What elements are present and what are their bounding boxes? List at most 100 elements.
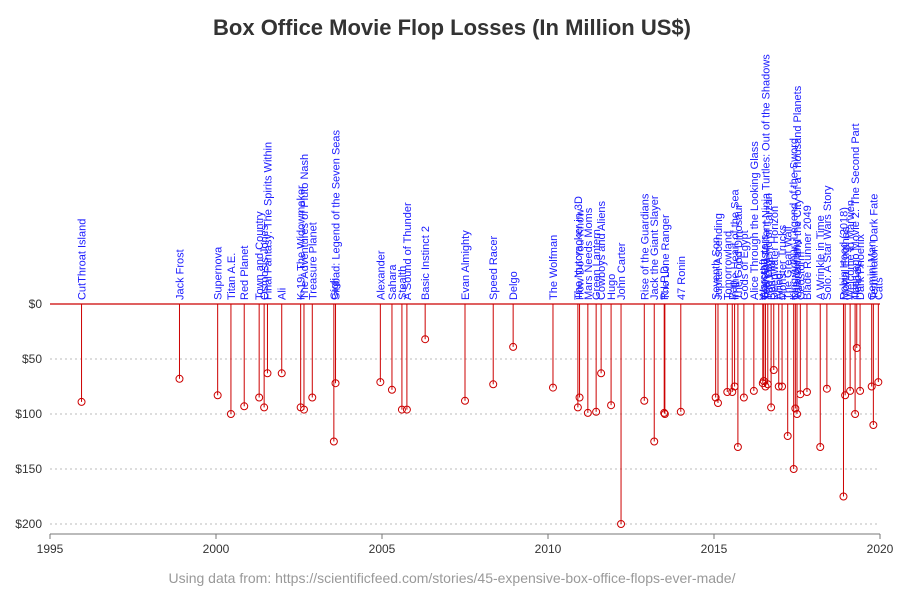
movie-label: Evan Almighty	[460, 230, 472, 300]
lollipop-point	[769, 366, 778, 374]
lollipop-point	[783, 432, 792, 440]
movie-label: A Sound of Thunder	[402, 202, 414, 300]
lollipop-point	[376, 378, 385, 387]
movie-label: The Wolfman	[548, 235, 560, 300]
lollipop-series	[77, 304, 883, 528]
movie-label: Sahara	[387, 264, 399, 300]
lollipop-point	[597, 369, 606, 378]
lollipop-point	[778, 382, 787, 391]
x-tick-label: 2020	[867, 542, 894, 556]
source-footnote: Using data from: https://scientificfeed.…	[169, 570, 736, 586]
lollipop-point	[617, 520, 626, 528]
movie-label: The Adventures of Pluto Nash	[299, 154, 311, 300]
lollipop-point	[839, 492, 848, 501]
movie-label: Rise of the Guardians	[639, 193, 651, 300]
movie-label: Geostorm	[795, 252, 807, 300]
x-tick-label: 2005	[369, 542, 396, 556]
lollipop-point	[461, 396, 469, 405]
movie-label: Final Fantasy: The Spirits Within	[262, 142, 274, 300]
movie-label: Mortal Engines	[840, 226, 852, 300]
lollipop-point	[575, 393, 584, 402]
lollipop-point	[660, 408, 669, 417]
lollipop-point	[387, 385, 396, 394]
movie-label: Stealth	[397, 266, 409, 300]
movie-label: Warcraft	[758, 259, 770, 300]
lollipop-point	[728, 388, 737, 396]
y-tick-label: $50	[22, 352, 42, 366]
lollipop-point	[308, 393, 317, 402]
lollipop-point	[711, 393, 720, 402]
movie-label: Terminator: Dark Fate	[868, 194, 880, 300]
movie-label: Tomorrowland	[722, 231, 734, 300]
movie-label: Delgo	[508, 271, 520, 300]
y-tick-label: $100	[15, 407, 42, 421]
movie-label: Green Lantern	[591, 229, 603, 300]
movie-label: Sinbad: Legend of the Seven Seas	[331, 129, 343, 300]
movie-label: Monster Trucks	[777, 224, 789, 300]
movie-label: Hugo	[606, 274, 618, 300]
movie-label: Robin Hood (2018)	[838, 207, 850, 300]
movie-label: The Lego Movie 2: The Second Part	[850, 123, 862, 300]
lollipop-point	[789, 465, 798, 473]
movie-label: Welcome to Marwen	[845, 200, 857, 300]
lollipop-point	[816, 443, 825, 451]
lollipop-point	[650, 437, 659, 446]
movie-label: Alice Through the Looking Glass	[749, 141, 761, 300]
lollipop-point	[856, 386, 865, 395]
lollipop-point	[548, 383, 557, 392]
movie-label: Red Planet	[239, 246, 251, 300]
movie-label: How Do You Know	[575, 209, 587, 300]
lollipop-point	[733, 443, 742, 451]
lollipop-point	[329, 437, 338, 446]
lollipop-point	[793, 410, 801, 418]
lollipop-point	[277, 369, 286, 378]
lollipop-point	[607, 401, 616, 410]
movie-label: Gods of Egypt	[739, 230, 751, 300]
movie-label: The Mummy	[790, 238, 802, 300]
movie-label: Alexander	[375, 250, 387, 300]
lollipop-point	[240, 402, 249, 411]
lollipop-point	[869, 421, 878, 429]
movie-labels: CutThroat Island Jack Frost Supernova Titan…	[77, 54, 886, 300]
movie-label: Ghostbusters	[759, 234, 771, 300]
lollipop-point	[660, 410, 669, 418]
y-tick-label: $200	[15, 517, 42, 531]
movie-label: Deepwater Horizon	[769, 206, 781, 300]
lollipop-point	[867, 382, 876, 391]
lollipop-point	[592, 407, 601, 416]
x-axis: 1995 2000 2005 2010 2015 2020	[37, 533, 894, 556]
movie-label: CutThroat Island	[77, 219, 89, 300]
y-axis: $0 $50 $100 $150 $200	[15, 297, 42, 531]
lollipop-point	[676, 407, 685, 416]
lollipop-point	[260, 403, 269, 412]
movie-label: Jack the Giant Slayer	[649, 195, 661, 300]
lollipop-point	[822, 384, 831, 393]
lollipop-point	[226, 410, 235, 418]
movie-label: The Legend of Tarzan	[763, 193, 775, 300]
chart-title: Box Office Movie Flop Losses (In Million…	[213, 15, 691, 40]
lollipop-point	[331, 379, 340, 388]
lollipop-point	[802, 388, 811, 396]
lollipop-point	[841, 391, 850, 400]
movie-label: Seventh Son	[711, 237, 723, 300]
movie-label: Dark Phoenix	[855, 233, 867, 300]
lollipop-point	[175, 374, 184, 383]
lollipop-point	[791, 404, 800, 413]
movie-label: The Nutcracker in 3D	[573, 196, 585, 300]
movie-label: Basic Instinct 2	[420, 226, 432, 300]
lollipop-point	[583, 408, 592, 417]
lollipop-point	[402, 405, 411, 414]
movie-label: John Carter	[616, 242, 628, 300]
movie-label: Ali	[277, 288, 289, 300]
movie-label: Gemini Man	[867, 241, 879, 300]
x-tick-label: 2010	[535, 542, 562, 556]
movie-label: Speed Racer	[488, 235, 500, 300]
lollipop-point	[758, 379, 767, 388]
lollipop-point	[846, 386, 855, 395]
movie-label: In the Heart of the Sea	[730, 188, 742, 300]
y-tick-label: $0	[29, 297, 43, 311]
movie-label: Town and Country	[254, 211, 266, 300]
movie-label: King Arthur: Legend of the Sword	[789, 138, 801, 300]
